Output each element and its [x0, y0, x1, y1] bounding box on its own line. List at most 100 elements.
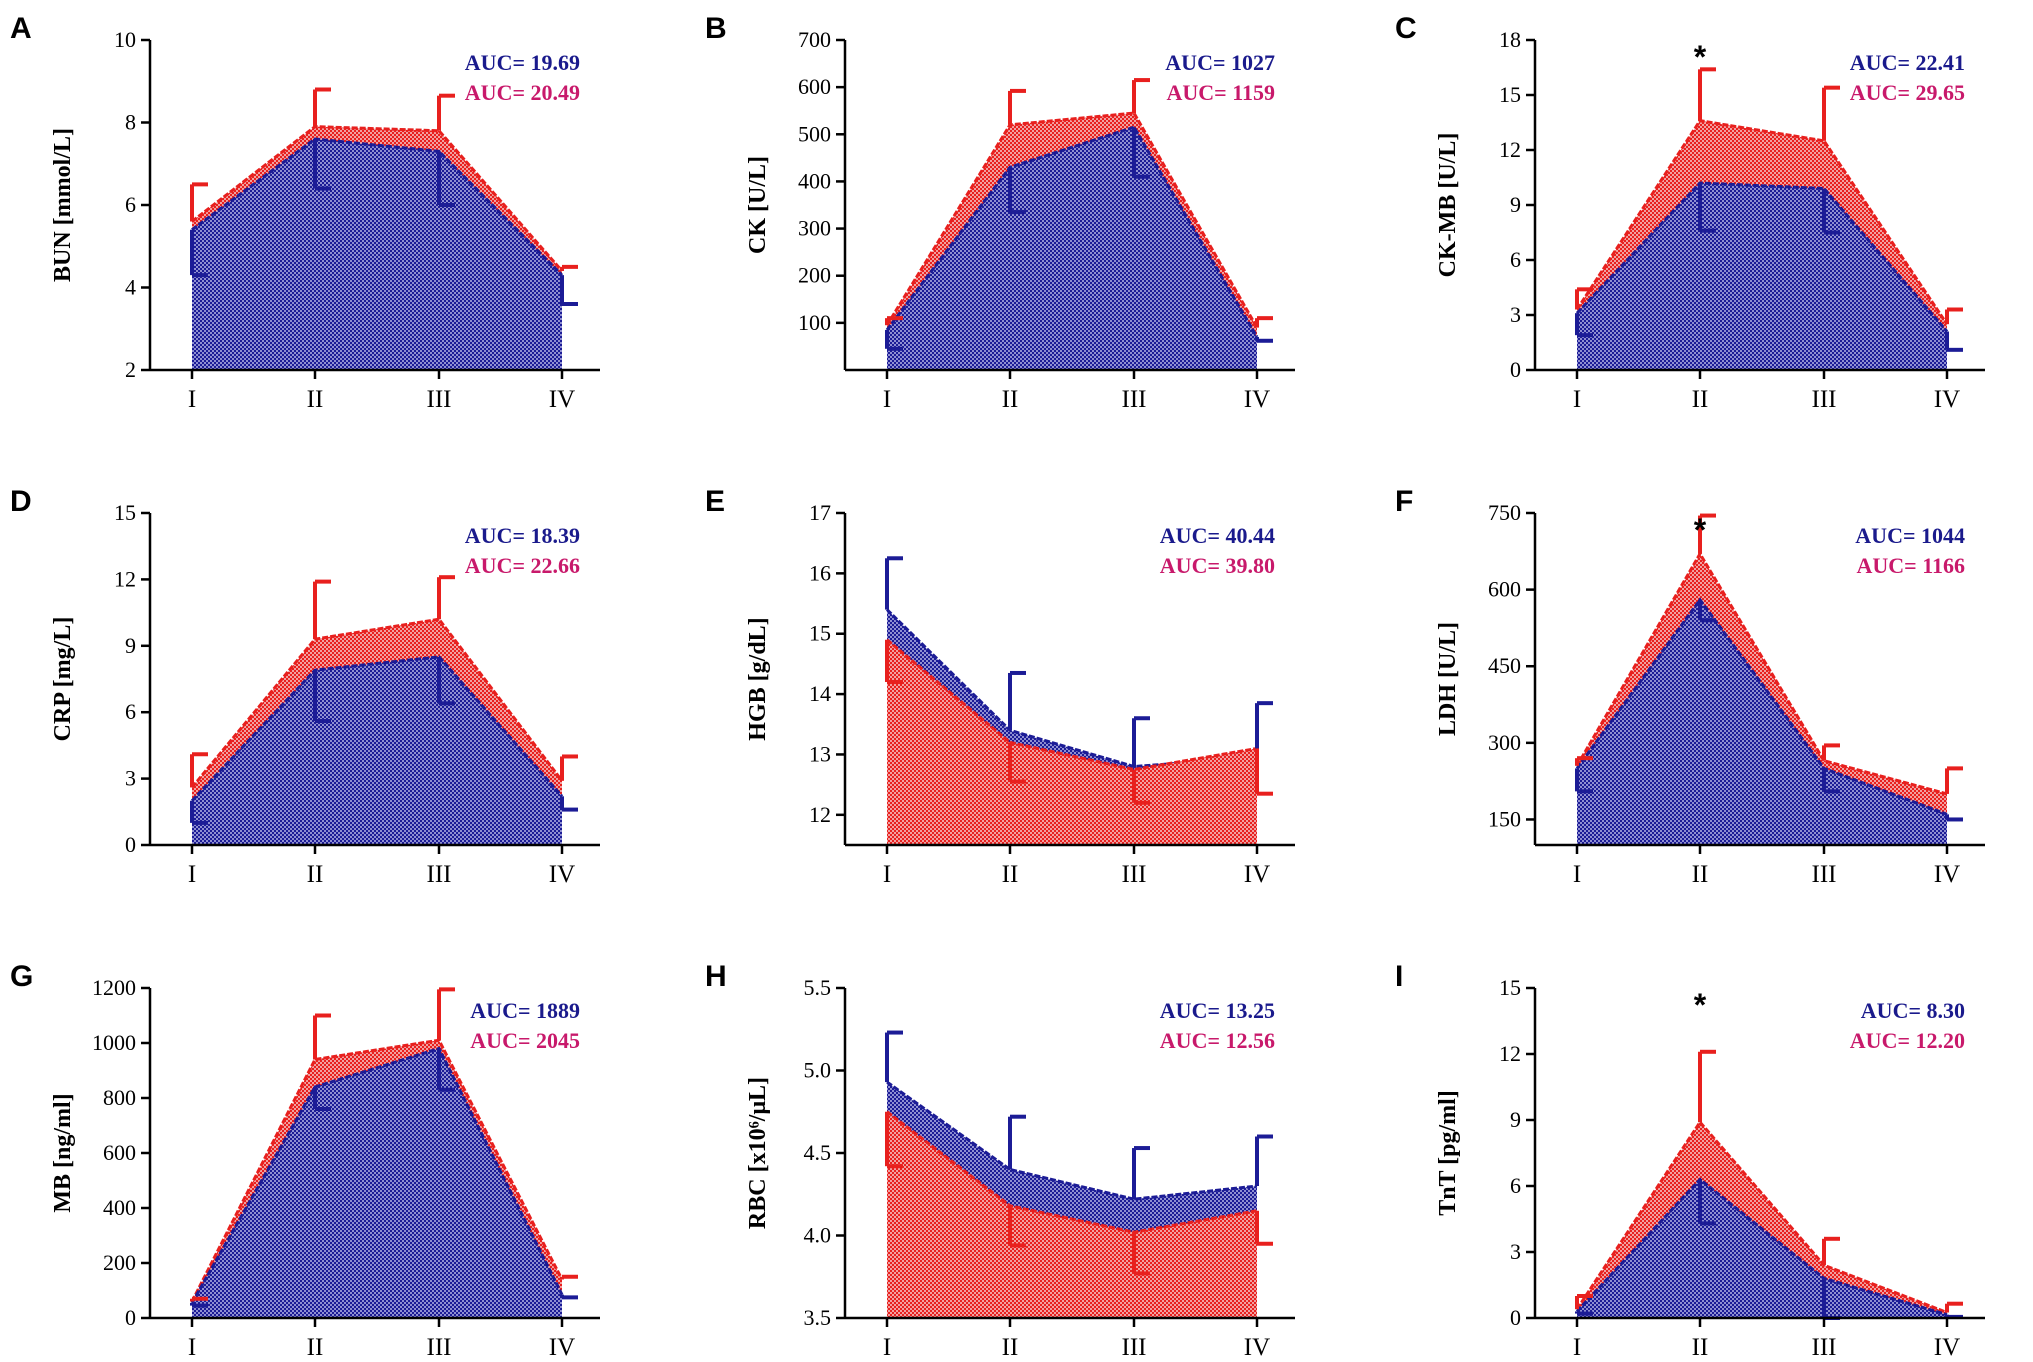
y-tick-label: 1200 — [92, 975, 136, 1000]
x-tick-label: III — [427, 1334, 452, 1361]
x-tick-label: IV — [1244, 1334, 1270, 1361]
y-tick-label: 17 — [809, 500, 831, 525]
auc-label-red: AUC= 39.80 — [1160, 553, 1275, 578]
x-tick-label: II — [307, 386, 324, 413]
y-tick-label: 200 — [798, 263, 831, 288]
y-tick-label: 5.5 — [804, 975, 832, 1000]
y-tick-label: 14 — [809, 681, 831, 706]
y-axis-label: HGB [g/dL] — [745, 617, 771, 740]
y-tick-label: 3.5 — [804, 1305, 832, 1330]
x-tick-label: IV — [549, 1334, 575, 1361]
auc-label-blue: AUC= 1889 — [470, 998, 580, 1023]
area-red — [887, 639, 1257, 845]
y-axis-label: TnT [pg/ml] — [1435, 1090, 1461, 1216]
panel-letter: E — [705, 485, 725, 518]
y-axis-label: CK [U/L] — [745, 156, 771, 254]
y-tick-label: 400 — [798, 168, 831, 193]
y-tick-label: 600 — [1488, 577, 1521, 602]
x-tick-label: II — [1002, 386, 1019, 413]
x-tick-label: II — [307, 1334, 324, 1361]
y-tick-label: 800 — [103, 1085, 136, 1110]
x-tick-label: I — [188, 861, 196, 888]
y-tick-label: 0 — [125, 1305, 136, 1330]
series-line-red — [886, 638, 1258, 772]
x-tick-label: IV — [1244, 386, 1270, 413]
auc-label-blue: AUC= 1044 — [1855, 523, 1965, 548]
x-tick-label: IV — [549, 861, 575, 888]
y-tick-label: 18 — [1499, 27, 1521, 52]
significance-star: * — [1694, 512, 1707, 548]
series-line-blue — [1575, 1177, 1948, 1317]
x-tick-label: I — [188, 1334, 196, 1361]
series-line-blue — [190, 655, 564, 802]
y-tick-label: 12 — [114, 566, 136, 591]
auc-label-blue: AUC= 19.69 — [465, 50, 580, 75]
x-tick-label: IV — [1244, 861, 1270, 888]
y-tick-label: 15 — [114, 500, 136, 525]
series-line-blue — [191, 137, 564, 277]
y-tick-label: 600 — [798, 74, 831, 99]
series-line-blue — [1575, 597, 1948, 816]
panel-letter: I — [1395, 960, 1403, 993]
auc-label-blue: AUC= 1027 — [1165, 50, 1275, 75]
y-axis-label: LDH [U/L] — [1435, 622, 1461, 736]
auc-label-blue: AUC= 8.30 — [1861, 998, 1965, 1023]
series-line-red — [1575, 119, 1949, 326]
y-tick-label: 500 — [798, 121, 831, 146]
y-tick-label: 300 — [1488, 730, 1521, 755]
y-tick-label: 150 — [1488, 806, 1521, 831]
y-tick-label: 15 — [1499, 975, 1521, 1000]
x-tick-label: II — [307, 861, 324, 888]
series-line-blue — [885, 125, 1259, 338]
y-tick-label: 15 — [1499, 82, 1521, 107]
area-blue — [192, 656, 562, 845]
series-line-red — [190, 1038, 564, 1303]
x-tick-label: III — [1122, 386, 1147, 413]
y-tick-label: 3 — [125, 766, 136, 791]
panel-letter: D — [10, 485, 32, 518]
area-red — [887, 1111, 1257, 1318]
y-tick-label: 8 — [125, 110, 136, 135]
panel-letter: H — [705, 960, 727, 993]
auc-label-red: AUC= 20.49 — [465, 80, 580, 105]
y-tick-label: 2 — [125, 357, 136, 382]
y-tick-label: 13 — [809, 741, 831, 766]
y-tick-label: 750 — [1488, 500, 1521, 525]
y-tick-label: 1000 — [92, 1030, 136, 1055]
x-tick-label: II — [1002, 1334, 1019, 1361]
auc-label-red: AUC= 29.65 — [1850, 80, 1965, 105]
series-line-blue — [886, 1080, 1258, 1201]
x-tick-label: II — [1002, 861, 1019, 888]
x-tick-label: IV — [1934, 386, 1960, 413]
y-tick-label: 10 — [114, 27, 136, 52]
y-tick-label: 12 — [1499, 137, 1521, 162]
area-blue — [1577, 183, 1947, 370]
y-tick-label: 12 — [809, 802, 831, 827]
x-tick-label: III — [1122, 1334, 1147, 1361]
significance-star: * — [1694, 987, 1707, 1023]
x-tick-label: I — [1573, 861, 1581, 888]
auc-label-blue: AUC= 40.44 — [1160, 523, 1275, 548]
auc-label-red: AUC= 22.66 — [465, 553, 580, 578]
x-tick-label: III — [1812, 1334, 1837, 1361]
x-tick-label: I — [188, 386, 196, 413]
significance-star: * — [1694, 39, 1707, 75]
auc-label-blue: AUC= 13.25 — [1160, 998, 1275, 1023]
y-tick-label: 6 — [1510, 1173, 1521, 1198]
panel-letter: A — [10, 12, 32, 45]
x-tick-label: I — [1573, 1334, 1581, 1361]
y-tick-label: 9 — [1510, 192, 1521, 217]
y-tick-label: 100 — [798, 310, 831, 335]
series-line-red — [190, 617, 564, 789]
area-blue — [887, 127, 1257, 370]
y-tick-label: 9 — [125, 633, 136, 658]
y-tick-label: 700 — [798, 27, 831, 52]
y-axis-label: BUN [mmol/L] — [50, 128, 76, 282]
y-tick-label: 4 — [125, 275, 136, 300]
x-tick-label: I — [883, 861, 891, 888]
x-tick-label: III — [1812, 386, 1837, 413]
y-tick-label: 4.5 — [804, 1140, 832, 1165]
